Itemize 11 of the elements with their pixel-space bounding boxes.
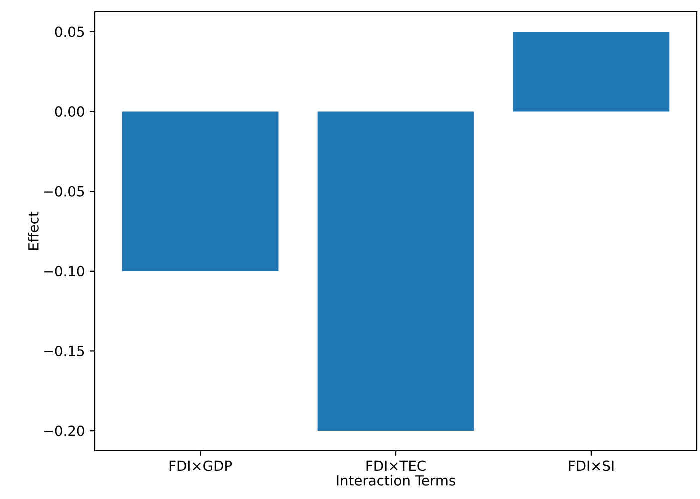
y-tick-label: −0.15 bbox=[44, 346, 84, 356]
x-tick-label: FDI×SI bbox=[569, 460, 614, 472]
y-tick-label: −0.10 bbox=[44, 266, 84, 277]
y-tick-label: −0.05 bbox=[44, 186, 84, 197]
x-tick-label: FDI×TEC bbox=[366, 460, 426, 472]
y-axis-title: Effect bbox=[28, 212, 39, 250]
y-tick-label: 0.05 bbox=[55, 26, 84, 38]
y-tick-label: 0.00 bbox=[55, 106, 84, 117]
x-tick-label: FDI×GDP bbox=[170, 460, 232, 472]
x-axis-title: Interaction Terms bbox=[337, 475, 456, 486]
y-tick-label: −0.20 bbox=[44, 426, 84, 436]
